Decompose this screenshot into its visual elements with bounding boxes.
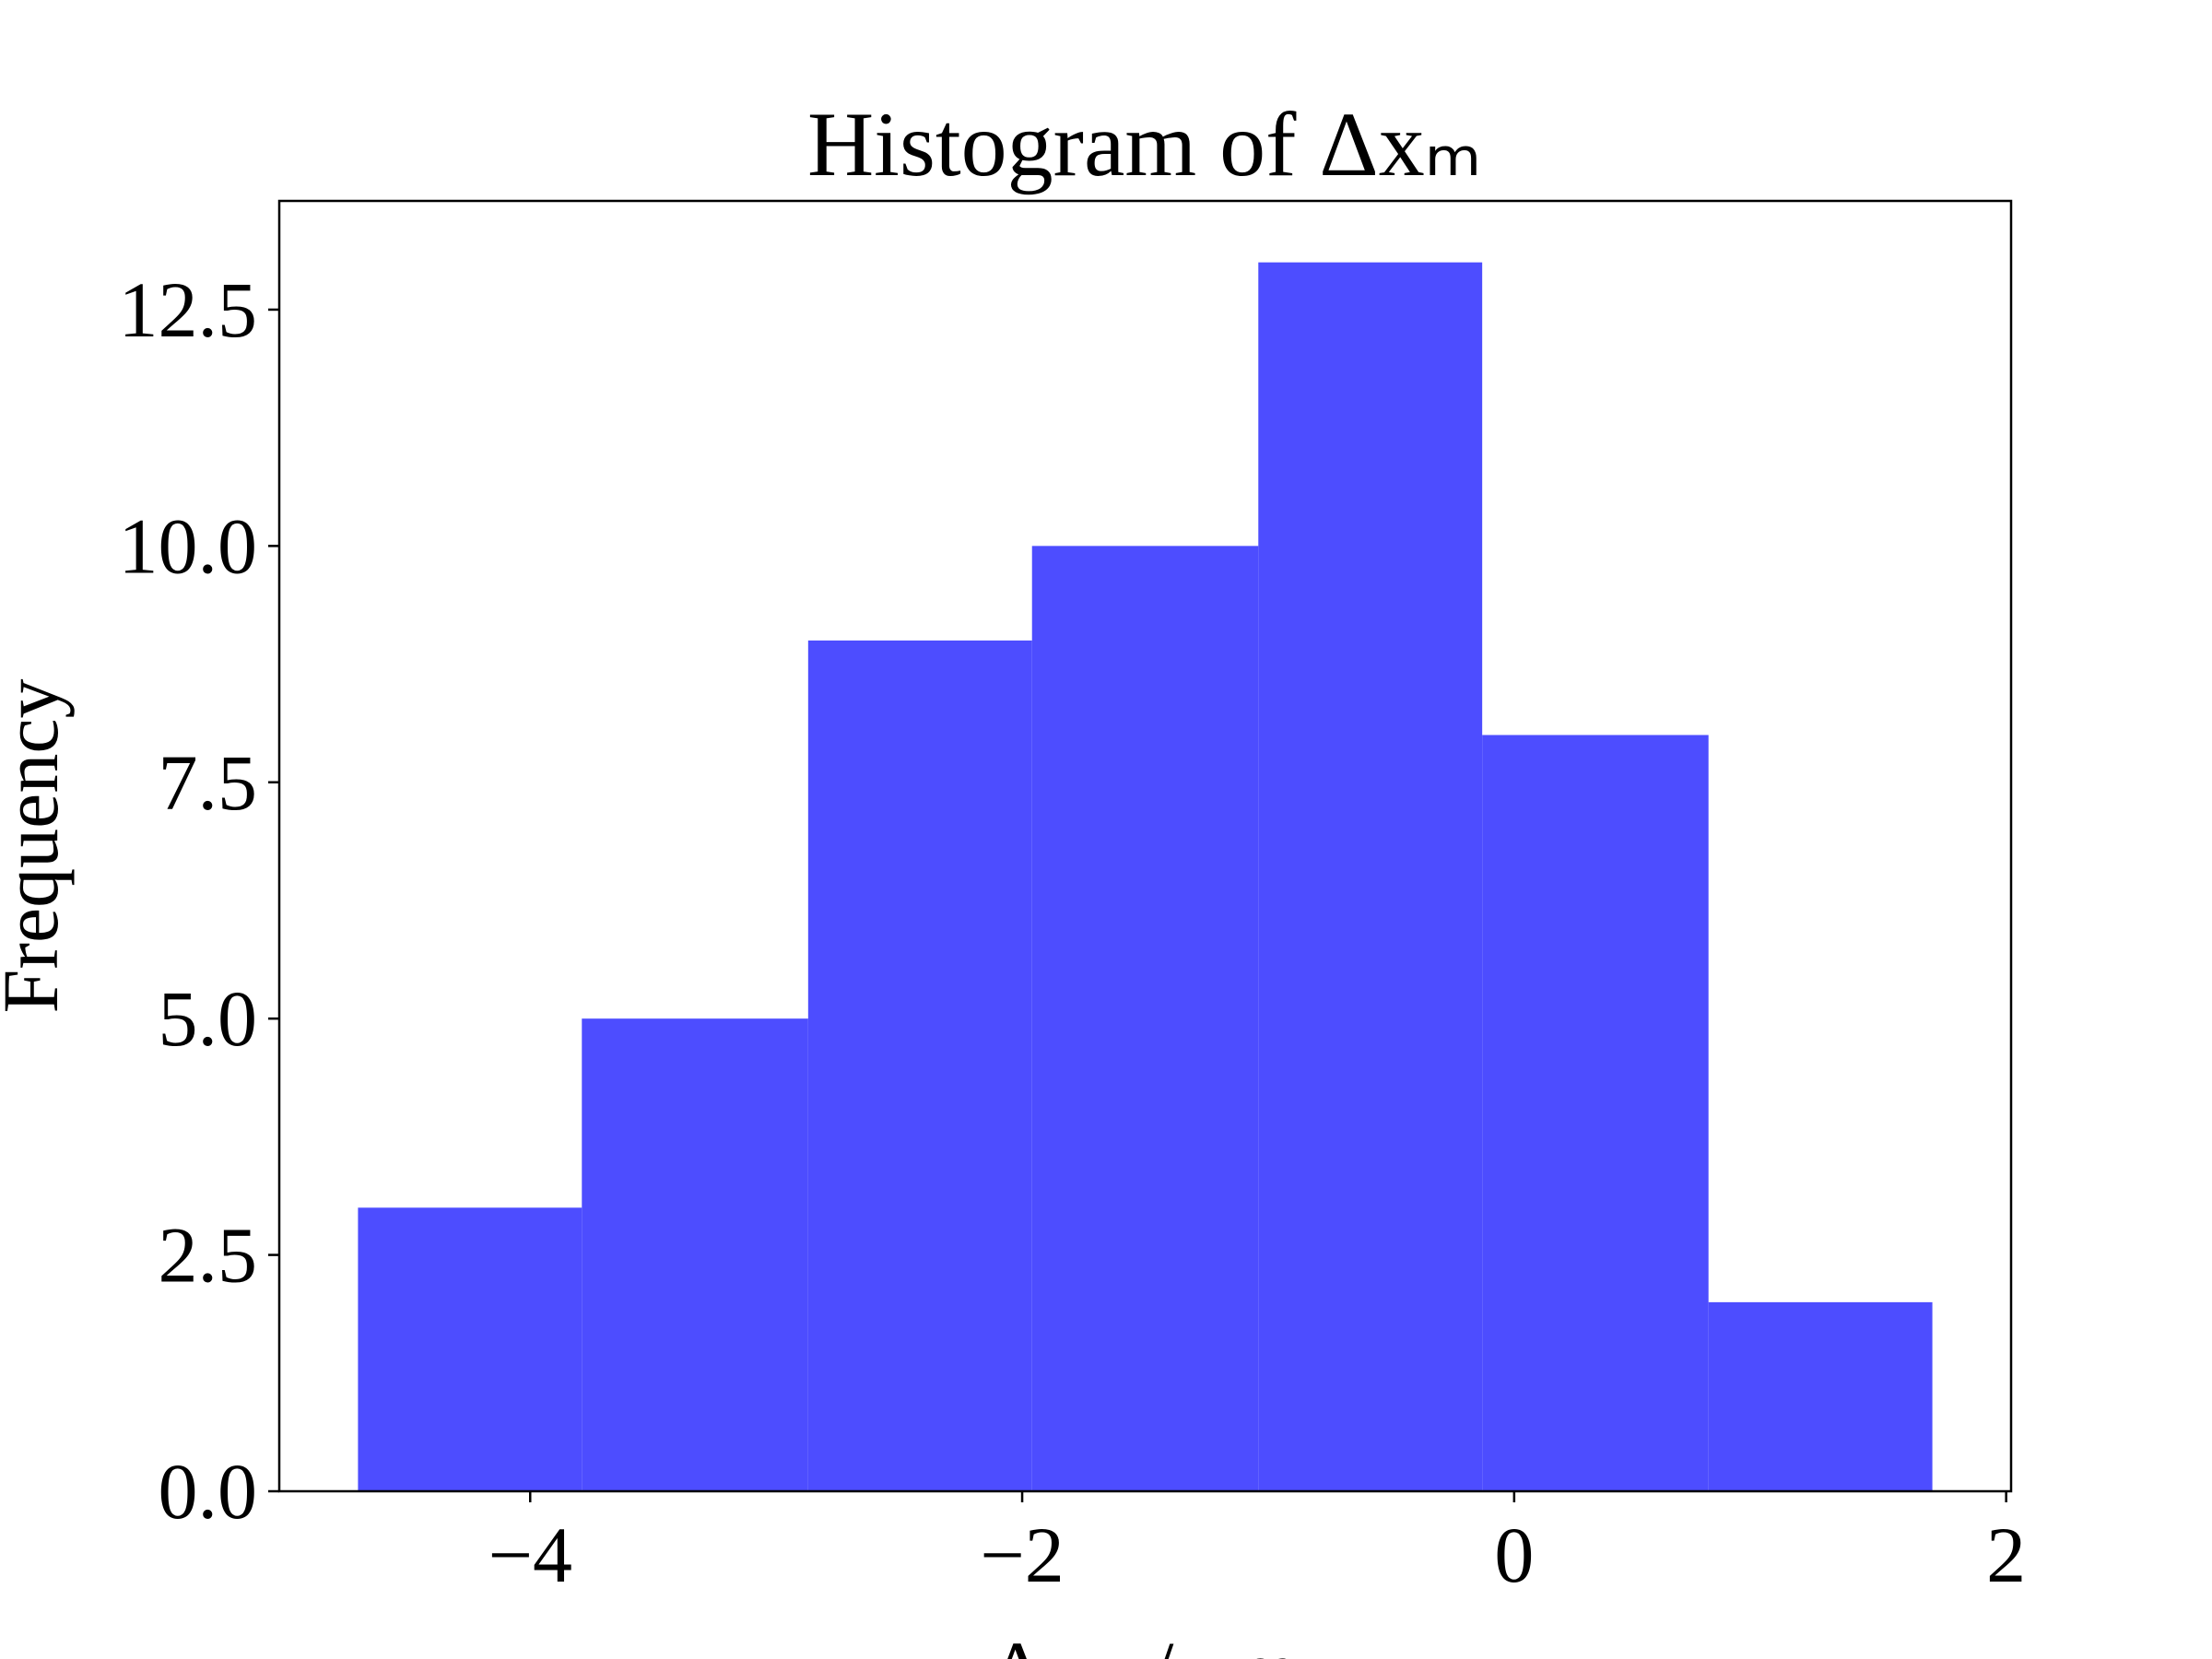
y-axis-label: Frequency <box>0 679 75 1014</box>
axes-frame <box>277 199 2013 1493</box>
x-tick-label: 2 <box>1986 1511 2026 1599</box>
bar <box>1258 262 1483 1492</box>
bar <box>1031 546 1259 1492</box>
y-tick-label: 2.5 <box>159 1211 258 1300</box>
y-tick-label: 10.0 <box>119 501 258 590</box>
bar <box>358 1207 582 1491</box>
bar <box>807 640 1032 1491</box>
y-tick-label: 0.0 <box>159 1447 258 1535</box>
x-tick-label: 0 <box>1494 1511 1534 1599</box>
bar <box>582 1018 808 1491</box>
chart-title: Histogram of Δxₘ <box>807 93 1482 195</box>
x-tick-label: −2 <box>980 1511 1065 1599</box>
y-tick-label: 5.0 <box>159 974 258 1063</box>
bar <box>1708 1301 1933 1491</box>
x-axis-label: Δxₘ / μm <box>992 1625 1298 1659</box>
bar <box>1482 735 1709 1491</box>
y-tick-label: 12.5 <box>119 265 258 354</box>
x-tick-label: −4 <box>488 1511 572 1599</box>
y-tick-label: 7.5 <box>159 738 258 827</box>
